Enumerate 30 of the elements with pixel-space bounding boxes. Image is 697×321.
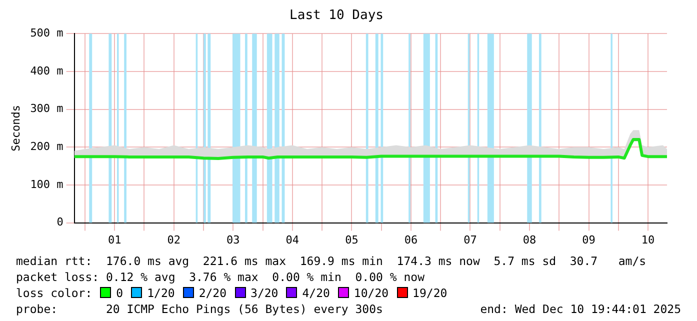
y-tick-label: 300 m bbox=[30, 102, 64, 116]
x-tick-label: 08 bbox=[522, 233, 536, 246]
x-tick-label: 01 bbox=[108, 233, 122, 246]
x-tick-label: 10 bbox=[641, 233, 655, 246]
y-tick-label: 200 m bbox=[30, 140, 64, 153]
text: packet loss: 0.12 % avg 3.76 % max 0.00 % min 0.00 % now bbox=[16, 269, 426, 285]
text: 4/20 bbox=[302, 286, 330, 300]
x-tick-label: 07 bbox=[464, 233, 477, 246]
y-axis-title: Seconds bbox=[9, 105, 22, 152]
x-tick-label: 03 bbox=[226, 233, 240, 246]
text: 0 bbox=[116, 286, 124, 300]
text: 19/20 bbox=[412, 286, 448, 300]
text: 3/20 bbox=[250, 286, 278, 300]
y-tick-label: 500 m bbox=[30, 26, 64, 40]
x-tick-label: 02 bbox=[167, 233, 181, 246]
y-tick-label: 100 m bbox=[30, 178, 64, 191]
x-tick-label: 05 bbox=[345, 233, 358, 246]
chart-title: Last 10 Days bbox=[290, 8, 384, 24]
x-tick-label: 06 bbox=[404, 233, 418, 246]
text: 1/20 bbox=[147, 286, 175, 300]
x-tick-label: 09 bbox=[582, 233, 596, 246]
text: 2/20 bbox=[198, 286, 227, 300]
x-tick-label: 04 bbox=[286, 233, 300, 246]
y-tick-label: 0 bbox=[56, 216, 64, 229]
text: probe: 20 ICMP Echo Pings (56 Bytes) every 300s bbox=[16, 302, 383, 316]
y-tick-label: 400 m bbox=[30, 64, 64, 78]
text: end: Wed Dec 10 19:44:01 2025 bbox=[480, 301, 681, 317]
text: median rtt: 176.0 ms avg 221.6 ms max 169.9 ms min 174.3 ms now 5.7 ms sd 30.7 am/s bbox=[16, 253, 646, 269]
text: loss color: bbox=[16, 286, 92, 300]
text: 10/20 bbox=[354, 286, 389, 300]
